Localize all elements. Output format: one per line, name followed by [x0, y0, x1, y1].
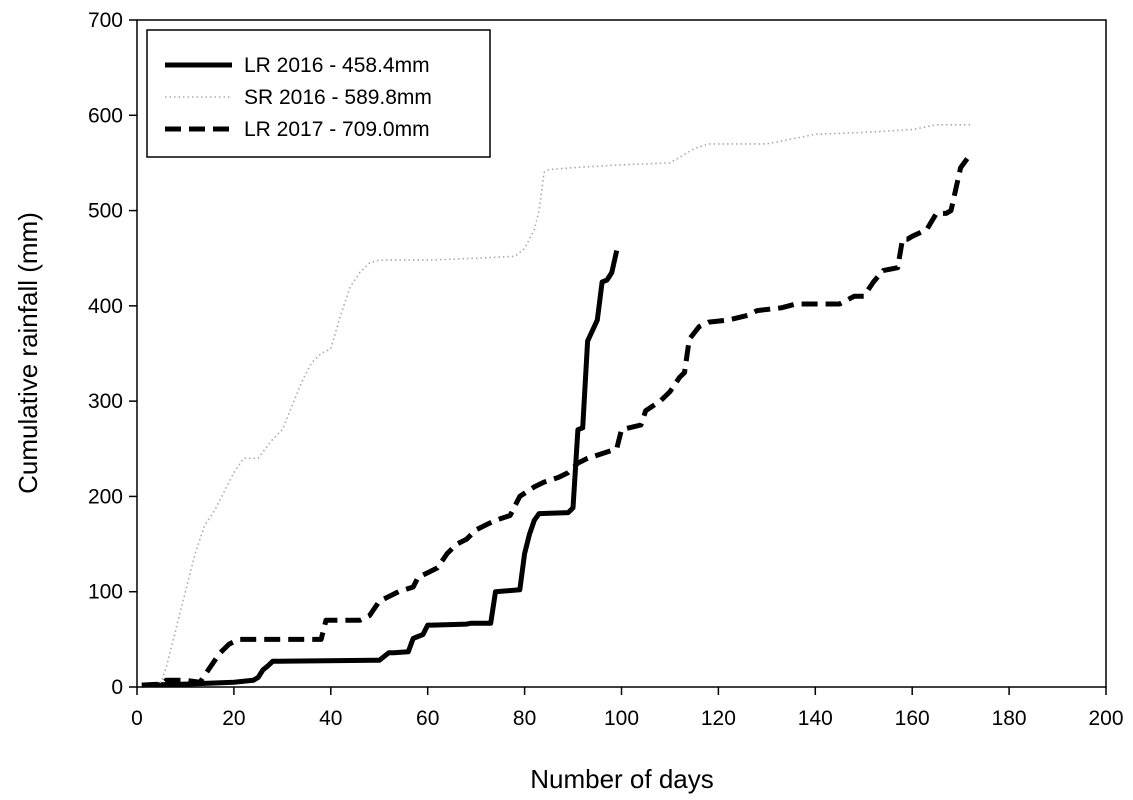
y-tick-label: 100	[88, 581, 123, 604]
series-layer	[141, 124, 973, 688]
x-tick-label: 200	[1088, 707, 1123, 730]
x-tick-label: 140	[798, 707, 833, 730]
y-tick-label: 300	[88, 390, 123, 413]
x-tick-label: 160	[895, 707, 930, 730]
x-tick-label: 0	[131, 707, 143, 730]
series-line-1	[141, 250, 620, 688]
y-tick-label: 200	[88, 485, 123, 508]
y-axis-title: Cumulative rainfall (mm)	[13, 212, 43, 494]
legend-label-2: SR 2016 - 589.8mm	[244, 86, 432, 109]
series-line-3	[141, 152, 973, 688]
y-tick-label: 600	[88, 104, 123, 127]
legend-label-1: LR 2016 - 458.4mm	[244, 54, 430, 77]
y-axis: 0 100 200 300 400 500 600 700	[88, 9, 137, 699]
y-tick-label: 400	[88, 295, 123, 318]
y-tick-label: 0	[111, 676, 123, 699]
x-tick-label: 40	[319, 707, 342, 730]
series-line-2	[141, 124, 971, 686]
x-tick-label: 80	[513, 707, 536, 730]
x-tick-label: 180	[992, 707, 1027, 730]
x-tick-label: 60	[416, 707, 439, 730]
x-tick-label: 120	[701, 707, 736, 730]
y-tick-label: 500	[88, 200, 123, 223]
x-tick-label: 100	[604, 707, 639, 730]
x-axis: 0 20 40 60 80 100 120 140 160 180 200	[131, 687, 1124, 730]
legend-label-3: LR 2017 - 709.0mm	[244, 118, 430, 141]
y-tick-label: 700	[88, 9, 123, 32]
x-tick-label: 20	[222, 707, 245, 730]
legend-box	[146, 29, 491, 158]
x-axis-title: Number of days	[530, 764, 714, 794]
legend: LR 2016 - 458.4mm SR 2016 - 589.8mm LR 201…	[146, 29, 491, 158]
